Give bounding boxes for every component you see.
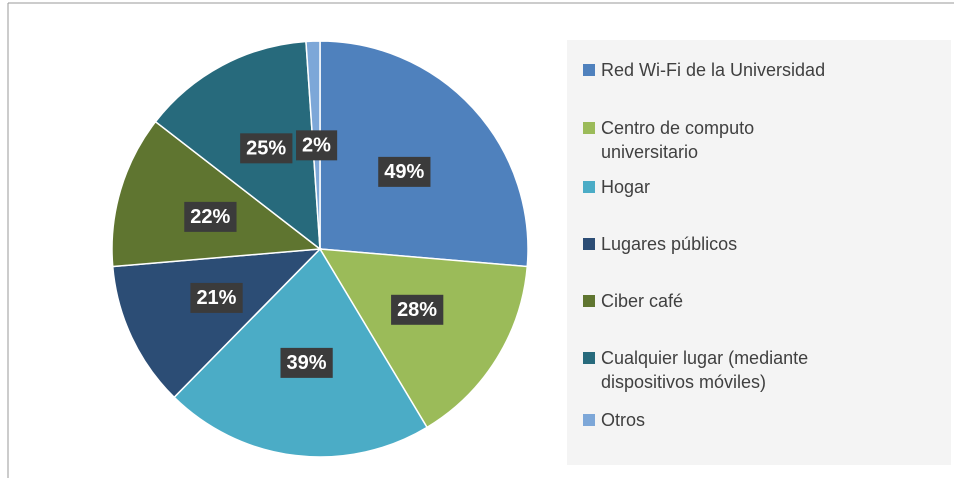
legend-swatch xyxy=(583,181,595,193)
label-box xyxy=(391,294,444,325)
legend-label: Lugares públicos xyxy=(601,234,738,254)
data-label: 39% xyxy=(286,352,326,374)
legend-item: Ciber café xyxy=(583,289,933,313)
legend-label: Cualquier lugar (mediante dispositivos m… xyxy=(601,348,809,392)
label-box xyxy=(378,156,431,187)
slice xyxy=(319,40,529,268)
legend-item: Lugares públicos xyxy=(583,232,933,256)
legend-item: Hogar xyxy=(583,175,933,199)
legend-label: Otros xyxy=(601,410,646,430)
legend-label: Red Wi-Fi de la Universidad xyxy=(601,60,826,80)
label-box xyxy=(296,130,338,161)
legend-label: Hogar xyxy=(601,177,651,197)
labels: 49% 28% 39% 21% 22% 25% 2% xyxy=(184,130,444,378)
data-label: 22% xyxy=(190,206,230,228)
legend-item: Red Wi-Fi de la Universidad xyxy=(583,58,933,82)
slice xyxy=(318,248,529,429)
legend-swatch xyxy=(583,352,595,364)
data-label: 2% xyxy=(302,134,331,156)
slice xyxy=(154,40,321,251)
label-box xyxy=(184,201,237,232)
slices xyxy=(111,40,529,458)
legend-swatch xyxy=(583,414,595,426)
legend-item: Centro de computo universitario xyxy=(583,116,933,164)
legend-swatch xyxy=(583,122,595,134)
legend-label: Centro de computo universitario xyxy=(601,118,755,162)
legend: Red Wi-Fi de la Universidad Centro de com… xyxy=(567,40,951,465)
slice xyxy=(111,248,322,399)
legend-item: Cualquier lugar (mediante dispositivos m… xyxy=(583,346,933,394)
legend-swatch xyxy=(583,64,595,76)
data-label: 49% xyxy=(384,161,424,183)
label-box xyxy=(280,347,333,378)
label-box xyxy=(240,133,293,164)
legend-swatch xyxy=(583,238,595,250)
label-box xyxy=(190,282,243,313)
legend-swatch xyxy=(583,295,595,307)
legend-item: Otros xyxy=(583,408,933,432)
legend-label: Ciber café xyxy=(601,291,684,311)
data-label: 25% xyxy=(246,137,286,159)
data-label: 21% xyxy=(196,287,236,309)
slice xyxy=(111,120,322,268)
data-label: 28% xyxy=(397,299,437,321)
